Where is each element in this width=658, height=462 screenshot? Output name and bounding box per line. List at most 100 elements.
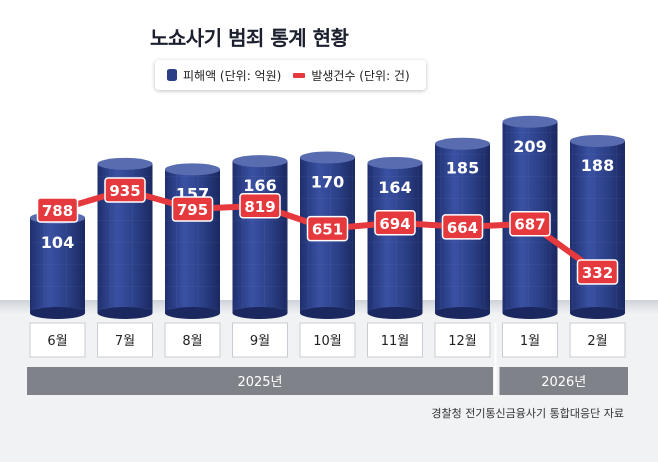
line-series: 788 935 795 819 651 694 664 687 332: [36, 177, 619, 285]
count-value-label: 687: [514, 216, 545, 234]
x-axis-ticks: 6월 7월 8월 9월 10월 11월 12월 1월 2월: [29, 322, 626, 358]
month-tick-box: [232, 322, 288, 358]
count-value-label: 651: [312, 221, 343, 239]
month-tick: 9월: [232, 322, 288, 358]
month-tick-box: [97, 322, 153, 358]
month-tick-label: 1월: [520, 334, 540, 349]
bar-value-label: 166: [243, 176, 276, 195]
bar-top: [502, 115, 558, 128]
bar-group: 188: [570, 134, 625, 319]
month-tick-box: [569, 322, 626, 358]
month-tick-label: 6월: [47, 334, 67, 349]
legend: 피해액 (단위: 억원) 발생건수 (단위: 건): [155, 60, 426, 90]
count-label-box: [104, 177, 146, 203]
bar-group: 166: [232, 155, 288, 319]
count-label-group: 664: [441, 214, 484, 240]
bar-base: [367, 307, 423, 319]
count-label-group: 332: [576, 259, 619, 285]
legend-item-count: 발생건수 (단위: 건): [293, 67, 410, 84]
bar-value-label: 185: [446, 159, 479, 178]
bar-base: [502, 307, 558, 319]
month-tick-label: 2월: [587, 334, 607, 349]
chart-title: 노쇼사기 범죄 통계 현황: [150, 26, 349, 50]
count-label-group: 651: [306, 215, 349, 242]
month-tick: 7월: [97, 322, 153, 358]
legend-bar-swatch: [167, 69, 177, 81]
month-tick-box: [299, 322, 356, 358]
bar-texture: [232, 161, 288, 313]
legend-line-swatch: [293, 72, 306, 78]
legend-label-count: 발생건수 (단위: 건): [311, 68, 410, 83]
month-tick-box: [502, 322, 558, 358]
bar-texture: [367, 162, 423, 313]
month-tick-label: 8월: [182, 334, 202, 349]
count-label-box: [441, 214, 484, 240]
bar-group: 104: [30, 211, 85, 319]
bar-top: [300, 151, 355, 164]
legend-label-damage: 피해액 (단위: 억원): [183, 68, 282, 83]
year-band: 2025년: [27, 367, 493, 395]
bar-group: 164: [367, 156, 423, 319]
bar-top: [570, 134, 625, 147]
year-band: 2026년: [499, 367, 628, 395]
month-tick-label: 9월: [250, 334, 270, 349]
count-label-group: 935: [104, 177, 146, 203]
bar-group: 163: [97, 157, 153, 319]
bar-top: [232, 155, 288, 168]
bar-base: [570, 307, 625, 319]
month-tick: 8월: [164, 322, 221, 358]
month-tick-box: [434, 322, 491, 358]
month-tick: 2월: [569, 322, 626, 358]
bar-base: [300, 307, 355, 319]
bar-value-label: 170: [311, 172, 344, 191]
bar-group: 157: [165, 163, 220, 319]
count-value-label: 788: [42, 202, 73, 220]
bar-base: [97, 307, 153, 319]
month-tick: 10월: [299, 322, 356, 358]
bar-top: [97, 157, 153, 170]
count-value-label: 332: [582, 264, 613, 282]
bar-value-label: 209: [513, 137, 546, 156]
count-label-box: [239, 193, 281, 219]
bar-value-label: 188: [581, 156, 614, 175]
count-label-group: 687: [509, 210, 551, 237]
bar-top: [435, 137, 490, 150]
count-value-label: 819: [244, 198, 275, 216]
count-label-group: 795: [171, 196, 214, 222]
month-tick: 1월: [502, 322, 558, 358]
count-label-box: [306, 215, 349, 242]
count-value-label: 795: [177, 201, 208, 219]
bar-texture: [165, 169, 220, 313]
count-value-label: 664: [447, 219, 478, 237]
count-label-box: [509, 210, 551, 237]
bar-top: [367, 156, 423, 169]
year-band-label: 2025년: [237, 375, 282, 390]
year-band-box: [27, 367, 493, 395]
month-tick: 11월: [367, 322, 423, 358]
count-label-box: [576, 259, 619, 285]
month-tick: 12월: [434, 322, 491, 358]
bar-base: [435, 307, 490, 319]
source-note: 경찰청 전기통신금융사기 통합대응단 자료: [431, 407, 624, 420]
month-tick-label: 12월: [448, 334, 477, 349]
year-band-label: 2026년: [541, 375, 586, 390]
bar-base: [165, 307, 220, 319]
bar-base: [30, 307, 85, 319]
month-tick-label: 10월: [313, 334, 342, 349]
bar-value-label: 104: [41, 233, 74, 252]
count-label-box: [36, 197, 79, 223]
count-label-group: 788: [36, 197, 79, 223]
count-label-box: [171, 196, 214, 222]
year-band-box: [499, 367, 628, 395]
month-tick-box: [164, 322, 221, 358]
month-tick: 6월: [29, 322, 86, 358]
year-bands: 2025년 2026년: [27, 323, 628, 396]
count-value-label: 935: [109, 182, 140, 200]
month-tick-box: [29, 322, 86, 358]
bar-texture: [30, 217, 85, 313]
month-tick-label: 11월: [381, 334, 410, 349]
count-label-box: [374, 210, 416, 236]
month-tick-box: [367, 322, 423, 358]
